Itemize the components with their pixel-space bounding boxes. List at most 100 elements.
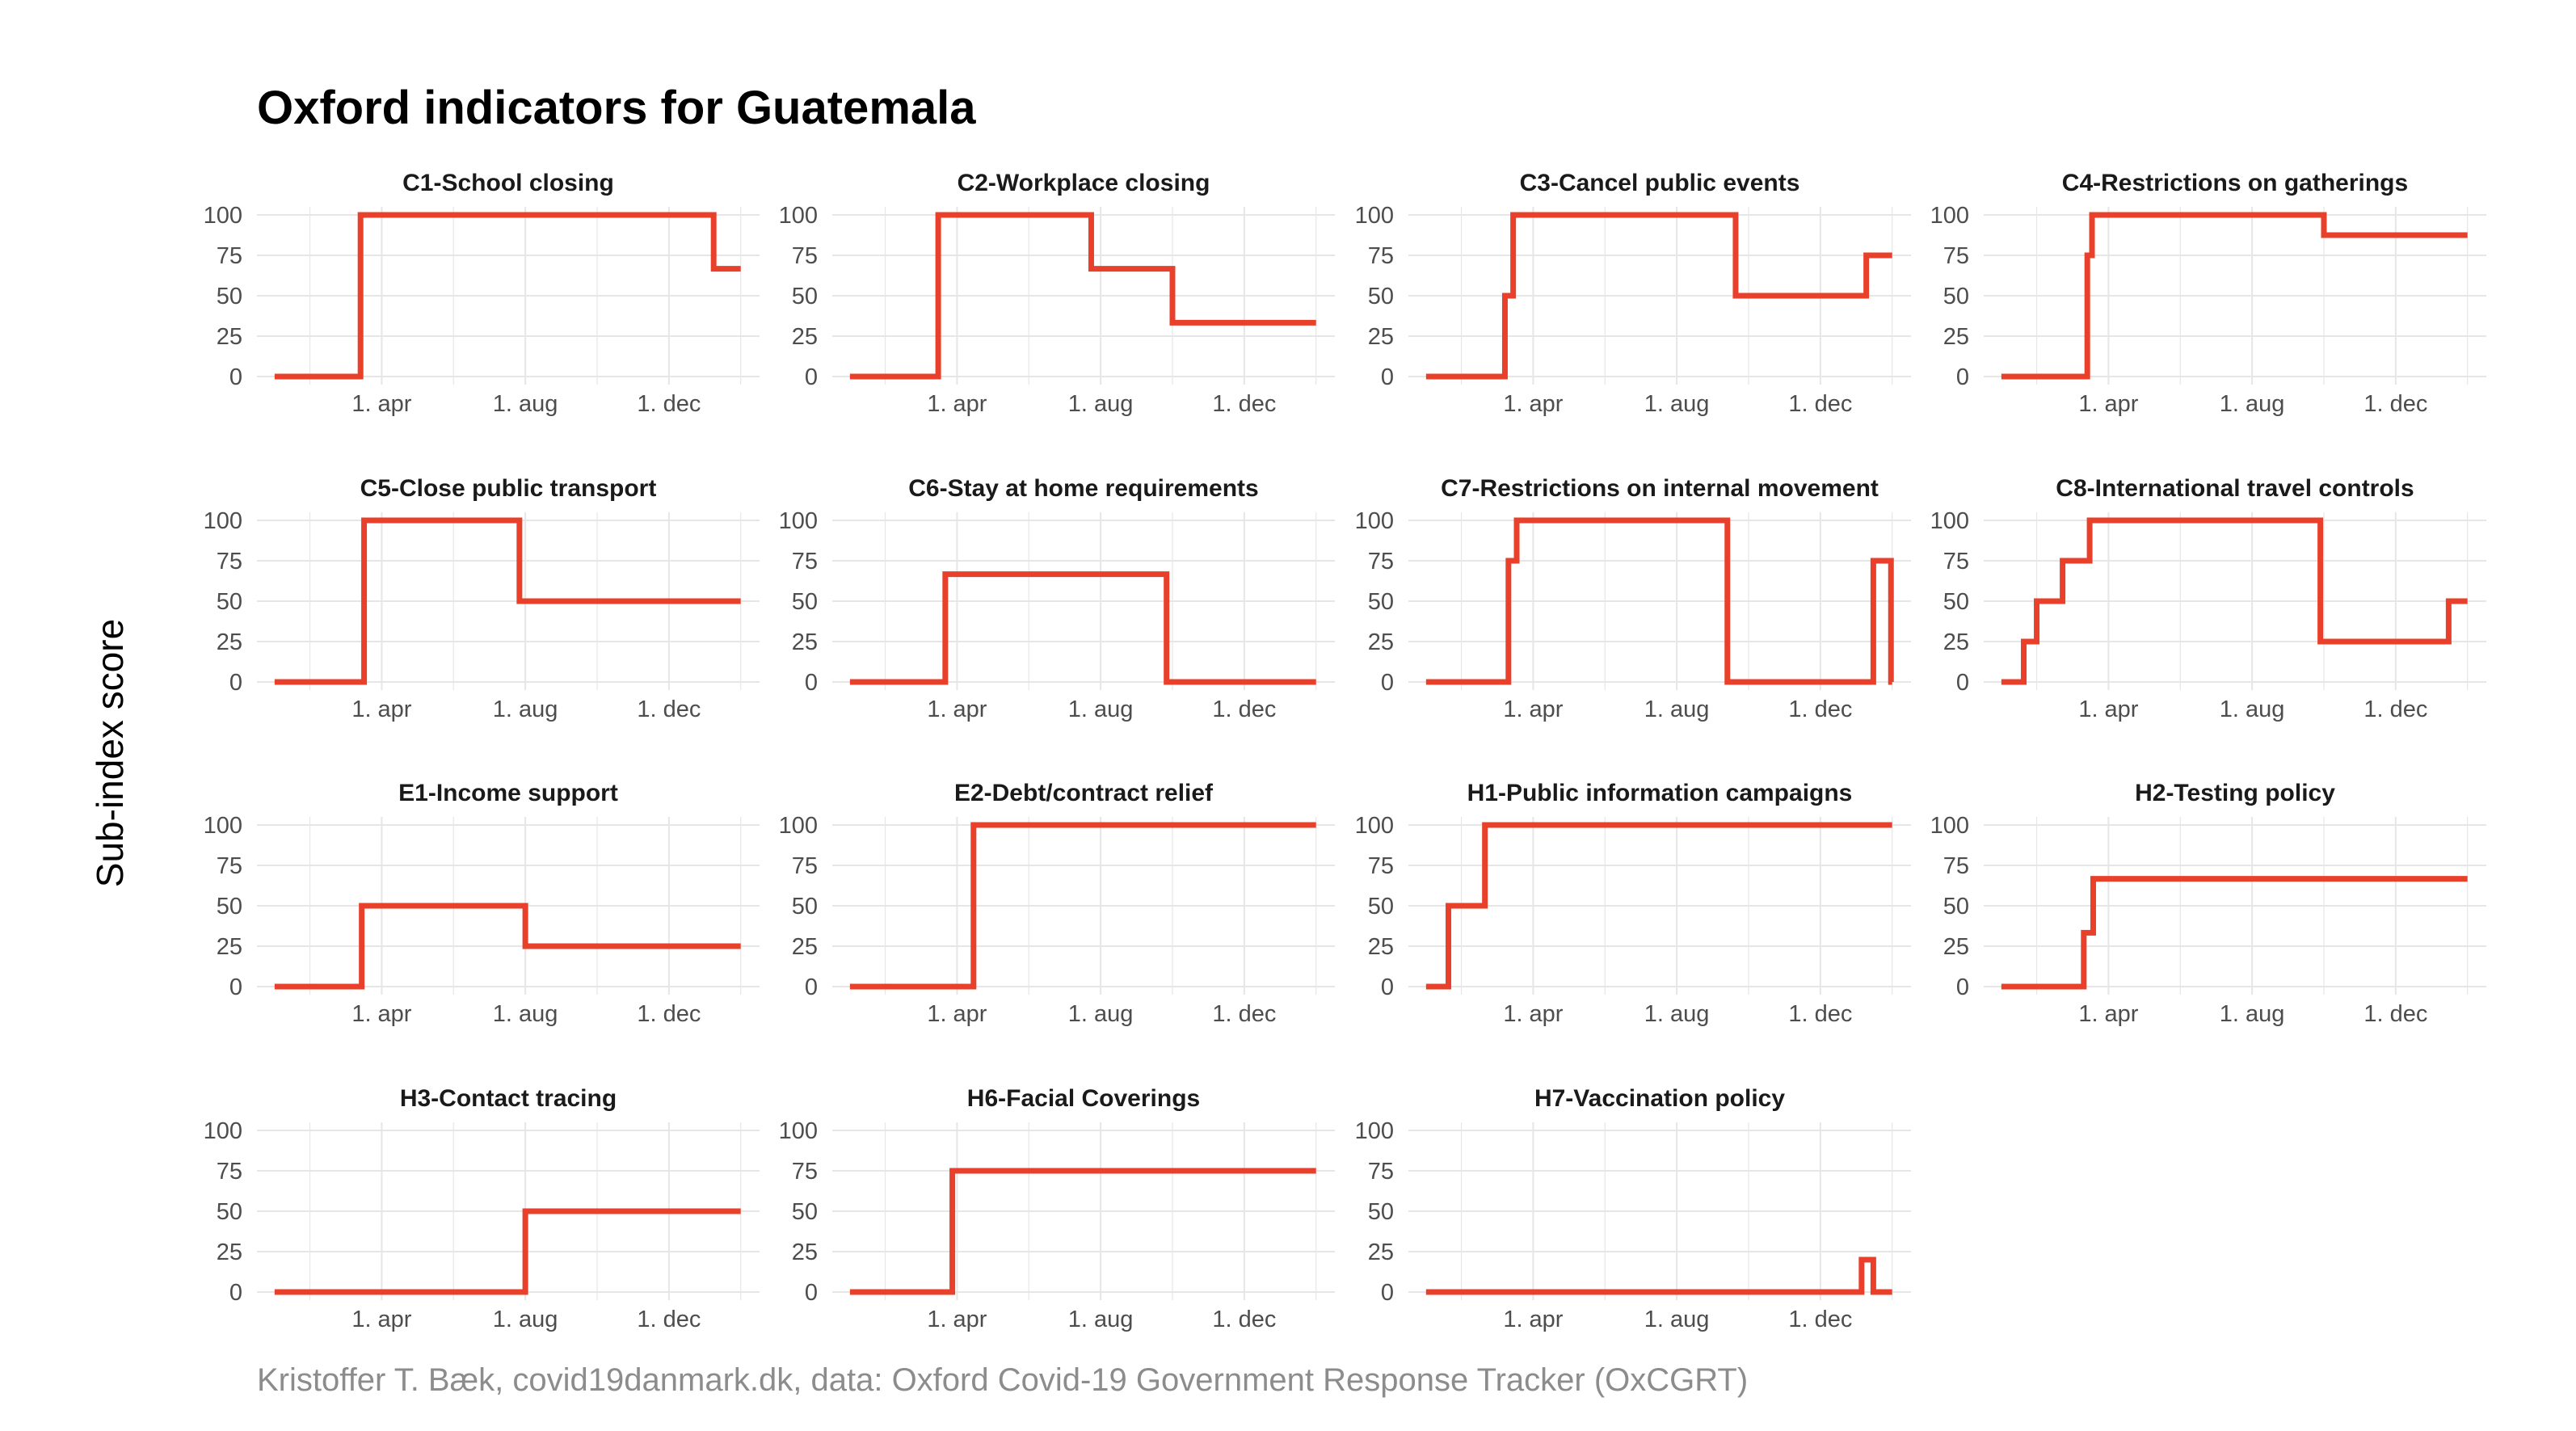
series-line bbox=[274, 517, 741, 685]
y-tick-label: 100 bbox=[204, 813, 242, 839]
panel-title: C8-International travel controls bbox=[2056, 475, 2414, 502]
y-tick-label: 75 bbox=[1368, 853, 1394, 879]
y-tick-label: 0 bbox=[1381, 974, 1394, 1000]
y-tick-label: 100 bbox=[779, 813, 818, 839]
y-tick-label: 50 bbox=[1943, 284, 1969, 309]
panel: 0 25 50 75 100 1. apr 1. aug 1. dec C2-Workplace… bbox=[779, 170, 1335, 417]
x-tick-label: 1. aug bbox=[1068, 697, 1134, 722]
x-tick-label: 1. apr bbox=[351, 697, 411, 722]
x-tick-label: 1. apr bbox=[351, 391, 411, 417]
x-tick-label: 1. aug bbox=[1068, 1307, 1134, 1332]
x-tick-label: 1. dec bbox=[1788, 1001, 1852, 1027]
series-line bbox=[2001, 876, 2468, 990]
y-tick-label: 0 bbox=[1381, 1280, 1394, 1306]
y-tick-label: 0 bbox=[229, 364, 242, 390]
y-tick-label: 50 bbox=[1368, 1199, 1394, 1225]
panel: 0 25 50 75 100 1. apr 1. aug 1. dec E2-Debt/cont… bbox=[779, 780, 1335, 1027]
x-tick-label: 1. aug bbox=[493, 697, 558, 722]
x-tick-label: 1. dec bbox=[1788, 1307, 1852, 1332]
y-tick-label: 50 bbox=[1368, 894, 1394, 920]
y-tick-label: 50 bbox=[1943, 894, 1969, 920]
panel-title: C4-Restrictions on gatherings bbox=[2062, 170, 2408, 196]
series-line bbox=[849, 571, 1316, 685]
panel: 0 25 50 75 100 1. apr 1. aug 1. dec E1-Income su… bbox=[204, 780, 760, 1027]
y-tick-label: 100 bbox=[1355, 1118, 1394, 1144]
x-tick-label: 1. apr bbox=[351, 1001, 411, 1027]
series-line bbox=[2001, 212, 2468, 380]
y-tick-label: 0 bbox=[805, 974, 818, 1000]
y-tick-label: 0 bbox=[1956, 974, 1969, 1000]
y-tick-label: 25 bbox=[1368, 934, 1394, 960]
y-tick-label: 100 bbox=[204, 203, 242, 229]
series-line bbox=[1425, 212, 1892, 380]
y-tick-label: 25 bbox=[792, 934, 818, 960]
panel-title: E1-Income support bbox=[398, 780, 618, 806]
y-tick-label: 75 bbox=[217, 243, 242, 269]
y-tick-label: 0 bbox=[805, 1280, 818, 1306]
panel: 0 25 50 75 100 1. apr 1. aug 1. dec H7-Vaccinati… bbox=[1355, 1085, 1911, 1332]
x-tick-label: 1. aug bbox=[1644, 1307, 1710, 1332]
panel: 0 25 50 75 100 1. apr 1. aug 1. dec C3-Cancel pu… bbox=[1355, 170, 1911, 417]
y-tick-label: 75 bbox=[792, 243, 818, 269]
y-tick-label: 75 bbox=[1943, 549, 1969, 575]
y-tick-label: 75 bbox=[792, 549, 818, 575]
x-tick-label: 1. aug bbox=[1644, 1001, 1710, 1027]
x-tick-label: 1. apr bbox=[927, 697, 987, 722]
y-tick-label: 25 bbox=[792, 629, 818, 655]
y-tick-label: 75 bbox=[217, 549, 242, 575]
x-tick-label: 1. apr bbox=[1503, 697, 1563, 722]
x-tick-label: 1. apr bbox=[1503, 1001, 1563, 1027]
y-tick-label: 50 bbox=[792, 284, 818, 309]
y-tick-label: 25 bbox=[1943, 324, 1969, 350]
x-tick-label: 1. apr bbox=[927, 1001, 987, 1027]
panel-title: H1-Public information campaigns bbox=[1467, 780, 1853, 806]
y-tick-label: 25 bbox=[217, 629, 242, 655]
panel: 0 25 50 75 100 1. apr 1. aug 1. dec C7-Restricti… bbox=[1355, 475, 1911, 722]
y-tick-label: 100 bbox=[204, 1118, 242, 1144]
y-tick-label: 25 bbox=[1943, 934, 1969, 960]
series-line bbox=[274, 212, 741, 380]
y-tick-label: 50 bbox=[1943, 589, 1969, 615]
x-tick-label: 1. dec bbox=[2363, 697, 2427, 722]
panel-title: E2-Debt/contract relief bbox=[954, 780, 1214, 806]
x-tick-label: 1. dec bbox=[2363, 391, 2427, 417]
panel: 0 25 50 75 100 1. apr 1. aug 1. dec H2-Testing p… bbox=[1930, 780, 2486, 1027]
y-tick-label: 75 bbox=[792, 853, 818, 879]
x-tick-label: 1. aug bbox=[493, 1307, 558, 1332]
panel-title: C7-Restrictions on internal movement bbox=[1441, 475, 1879, 502]
y-tick-label: 100 bbox=[779, 508, 818, 534]
x-tick-label: 1. apr bbox=[351, 1307, 411, 1332]
page-title: Oxford indicators for Guatemala bbox=[257, 82, 976, 134]
series-line bbox=[1425, 517, 1894, 685]
y-tick-label: 100 bbox=[1930, 508, 1969, 534]
y-tick-label: 50 bbox=[217, 284, 242, 309]
y-tick-label: 75 bbox=[1368, 549, 1394, 575]
y-tick-label: 100 bbox=[1355, 508, 1394, 534]
y-tick-label: 75 bbox=[1368, 243, 1394, 269]
y-tick-label: 25 bbox=[792, 324, 818, 350]
y-tick-label: 100 bbox=[1930, 203, 1969, 229]
panel-title: C1-School closing bbox=[402, 170, 614, 196]
y-tick-label: 100 bbox=[1355, 203, 1394, 229]
y-tick-label: 50 bbox=[792, 894, 818, 920]
x-tick-label: 1. dec bbox=[1212, 697, 1276, 722]
panel-title: C3-Cancel public events bbox=[1520, 170, 1800, 196]
x-tick-label: 1. apr bbox=[927, 1307, 987, 1332]
x-tick-label: 1. apr bbox=[2078, 697, 2138, 722]
y-tick-label: 25 bbox=[1368, 629, 1394, 655]
y-tick-label: 0 bbox=[805, 364, 818, 390]
y-tick-label: 0 bbox=[229, 670, 242, 696]
panel: 0 25 50 75 100 1. apr 1. aug 1. dec C8-Internati… bbox=[1930, 475, 2486, 722]
x-tick-label: 1. aug bbox=[493, 1001, 558, 1027]
y-tick-label: 50 bbox=[792, 589, 818, 615]
y-tick-label: 50 bbox=[217, 1199, 242, 1225]
x-tick-label: 1. aug bbox=[1644, 391, 1710, 417]
y-tick-label: 100 bbox=[204, 508, 242, 534]
x-tick-label: 1. apr bbox=[927, 391, 987, 417]
series-line bbox=[1425, 1256, 1892, 1295]
y-tick-label: 0 bbox=[1956, 364, 1969, 390]
panel-title: C6-Stay at home requirements bbox=[908, 475, 1258, 502]
y-tick-label: 0 bbox=[1381, 670, 1394, 696]
x-tick-label: 1. apr bbox=[2078, 1001, 2138, 1027]
